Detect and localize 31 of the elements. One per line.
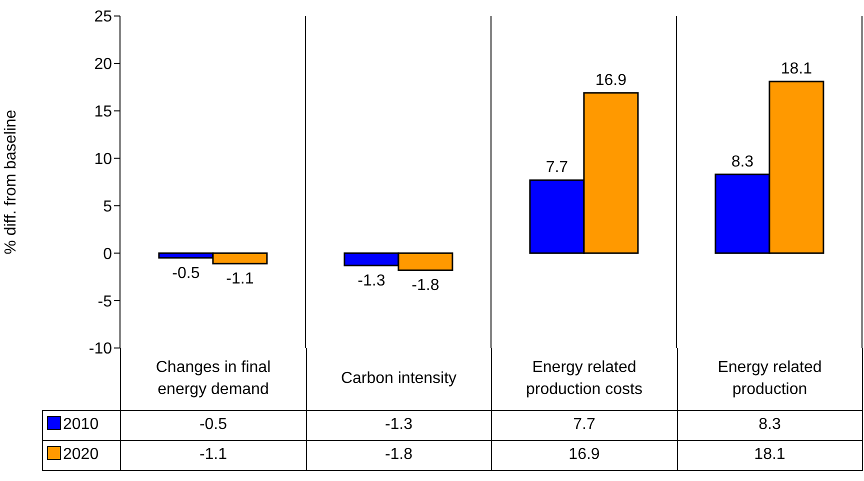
y-tick-label: 5 — [103, 198, 112, 216]
text: -1.8 — [306, 440, 492, 470]
x-tick-label: Carbon intensity — [306, 348, 492, 410]
y-tick-label: 0 — [103, 246, 112, 263]
y-tick-label: 25 — [94, 8, 112, 26]
data-label: -1.1 — [226, 270, 254, 288]
text: 8.3 — [677, 410, 862, 440]
y-tick-label: 20 — [94, 56, 112, 74]
x-tick-label: Changes in final energy demand — [120, 348, 306, 410]
text: 7.7 — [492, 410, 677, 440]
text: -0.5 — [120, 410, 306, 440]
text: 18.1 — [677, 440, 862, 470]
text: -1.1 — [120, 440, 306, 470]
legend-label: 2020 — [42, 440, 120, 470]
x-tick-label: Energy related production — [677, 348, 862, 410]
y-tick-label: -10 — [88, 340, 112, 358]
y-tick-label: 15 — [94, 104, 112, 121]
data-label: 16.9 — [595, 72, 627, 89]
y-axis-title: % diff. from baseline — [2, 110, 20, 254]
text: -1.3 — [306, 410, 492, 440]
data-label: 18.1 — [780, 60, 812, 78]
data-label: -1.8 — [412, 277, 440, 294]
data-label: -0.5 — [172, 264, 200, 282]
x-tick-label: Energy related production costs — [492, 348, 677, 410]
data-label: -1.3 — [358, 272, 386, 290]
y-tick-label: -5 — [98, 293, 112, 310]
data-label: 8.3 — [731, 153, 754, 170]
legend-label: 2010 — [42, 410, 120, 440]
data-label: 7.7 — [546, 159, 568, 176]
text: 16.9 — [492, 440, 677, 470]
y-tick-label: 10 — [94, 150, 112, 168]
